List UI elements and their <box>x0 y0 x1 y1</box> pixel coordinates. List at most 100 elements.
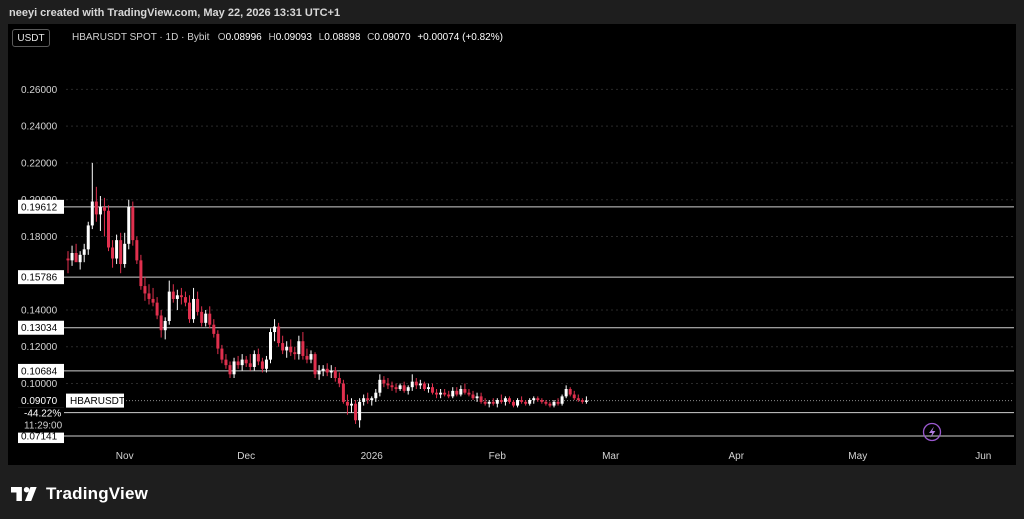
candle-body <box>414 381 418 386</box>
symbol-label[interactable]: HBARUSDT SPOT · 1D · Bybit <box>72 32 210 43</box>
price-labels: 0.196120.157860.130340.106840.084170.071… <box>18 199 125 444</box>
currency-chip[interactable]: USDT <box>12 29 50 47</box>
candle-body <box>102 207 106 211</box>
candle <box>204 309 208 327</box>
candle <box>90 162 94 230</box>
candle <box>398 383 402 391</box>
candle <box>119 232 123 274</box>
level-label: 0.19612 <box>21 202 58 213</box>
chart-panel <box>8 24 1016 465</box>
candle <box>362 394 366 406</box>
candle <box>151 287 155 307</box>
candle <box>333 366 337 382</box>
lightning-icon[interactable] <box>922 422 942 442</box>
candle-body <box>183 297 187 303</box>
candle-body <box>127 207 131 244</box>
candle-body <box>329 370 333 373</box>
candle <box>576 394 580 402</box>
candle <box>431 383 434 395</box>
y-tick-label: 0.14000 <box>21 305 58 316</box>
candle-body <box>435 392 439 395</box>
candle <box>98 196 102 231</box>
candle <box>512 400 515 408</box>
candle-body <box>131 207 135 241</box>
y-tick-label: 0.18000 <box>21 232 58 243</box>
candle-body <box>512 401 515 406</box>
x-tick-label: 2026 <box>361 451 384 462</box>
candle <box>192 287 196 323</box>
candle <box>179 287 183 305</box>
candle <box>244 355 248 367</box>
candle-body <box>313 354 317 375</box>
candle <box>495 398 499 408</box>
candle-body <box>212 324 216 334</box>
candle <box>188 295 191 323</box>
candle <box>175 289 179 310</box>
candle-body <box>273 326 277 333</box>
candle <box>256 348 260 366</box>
candle-body <box>495 400 499 404</box>
candle <box>224 354 228 369</box>
last-price-box <box>18 393 64 408</box>
candle <box>159 309 163 338</box>
y-tick-label: 0.22000 <box>21 158 58 169</box>
candle-body <box>216 333 220 349</box>
x-tick-label: Apr <box>728 451 744 462</box>
candle-body <box>66 258 70 261</box>
candle-body <box>337 377 341 384</box>
candle-body <box>70 253 74 261</box>
candle-body <box>422 383 426 390</box>
low-label: L <box>318 32 325 43</box>
x-tick-label: Mar <box>602 451 620 462</box>
candle-body <box>163 321 167 331</box>
candle <box>382 376 386 388</box>
y-tick-label: 0.12000 <box>21 342 58 353</box>
candle <box>414 377 418 390</box>
tradingview-logo[interactable]: TradingView <box>10 482 148 506</box>
candle-body <box>362 398 366 402</box>
candle-body <box>179 295 183 298</box>
candle <box>273 319 277 342</box>
candle-body <box>516 400 520 406</box>
candle <box>317 365 321 380</box>
level-label: 0.07141 <box>21 432 58 443</box>
candle-body <box>115 240 119 259</box>
candle-body <box>240 359 244 366</box>
candle <box>386 377 390 390</box>
candle <box>309 350 313 364</box>
candle <box>418 379 422 390</box>
candle-body <box>479 396 483 402</box>
candle <box>358 398 362 428</box>
candle <box>139 254 143 290</box>
level-label-box <box>18 199 64 214</box>
candle-body <box>350 403 353 406</box>
candle-body <box>232 361 236 375</box>
candle <box>520 396 524 404</box>
candle-body <box>285 346 289 351</box>
candle <box>580 398 584 404</box>
candle-body <box>426 387 430 390</box>
candle-body <box>499 400 503 402</box>
level-label: 0.13034 <box>21 323 58 334</box>
ohlc-legend: HBARUSDT SPOT · 1D · Bybit O0.08996 H0.0… <box>72 31 507 45</box>
candle-body <box>86 225 90 250</box>
candle <box>252 350 256 371</box>
candle <box>394 383 398 393</box>
candle-body <box>252 354 256 367</box>
candle-body <box>220 348 224 360</box>
candle-body <box>345 401 349 406</box>
candle <box>467 389 471 397</box>
candle <box>220 344 224 364</box>
candle-body <box>491 401 495 404</box>
candle-body <box>520 400 524 402</box>
candle-body <box>204 313 208 323</box>
candle-body <box>147 293 151 299</box>
candle-body <box>269 332 272 360</box>
close-value: 0.09070 <box>374 32 411 43</box>
candle-body <box>305 355 309 360</box>
candle <box>475 392 479 402</box>
candle-body <box>540 400 544 402</box>
candle <box>507 396 511 404</box>
last-price-countdown: 11:29:00 <box>24 421 63 432</box>
